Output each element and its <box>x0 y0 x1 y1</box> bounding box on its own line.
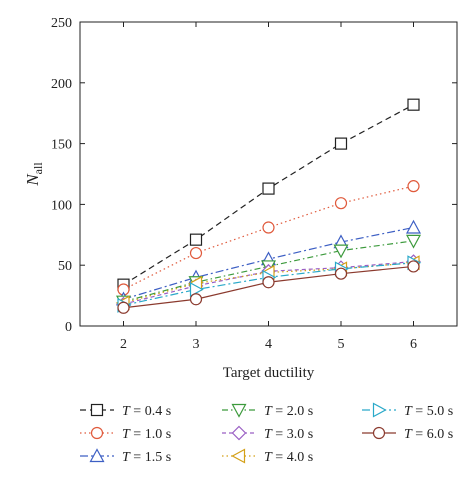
data-point <box>334 197 348 210</box>
data-point <box>333 244 349 259</box>
data-point <box>405 234 422 249</box>
legend-label: T = 3.0 s <box>264 427 313 442</box>
legend-marker <box>231 448 246 464</box>
y-axis-label-sub: all <box>31 162 45 175</box>
data-point <box>334 267 348 280</box>
legend: T = 0.4 s T = 1.0 s T = 1.5 s T = 2.0 s T = … <box>80 402 453 465</box>
legend-entry: T = 3.0 s <box>222 425 313 442</box>
legend-entry: T = 1.0 s <box>80 426 171 442</box>
data-point <box>407 260 420 273</box>
legend-marker <box>231 403 247 418</box>
legend-entry: T = 1.5 s <box>80 448 171 465</box>
y-tick-label: 50 <box>58 259 72 274</box>
data-point <box>405 219 422 234</box>
data-point <box>407 180 420 193</box>
legend-label: T = 1.5 s <box>122 450 171 465</box>
legend-marker <box>372 402 387 418</box>
series-7 <box>117 260 420 314</box>
y-axis-label: Nall <box>23 162 45 187</box>
data-point <box>407 98 420 111</box>
legend-entry: T = 5.0 s <box>362 402 453 419</box>
data-point <box>262 276 275 289</box>
y-axis-label-main: N <box>23 173 42 187</box>
data-point <box>189 293 203 306</box>
legend-marker <box>90 403 104 417</box>
data-point <box>262 221 275 234</box>
data-point <box>334 137 348 150</box>
legend-label: T = 5.0 s <box>404 404 453 419</box>
legend-marker <box>90 426 104 440</box>
legend-entry: T = 0.4 s <box>80 403 171 419</box>
legend-label: T = 6.0 s <box>404 427 453 442</box>
legend-entry: T = 2.0 s <box>222 403 313 419</box>
data-point <box>189 233 203 246</box>
y-tick-label: 250 <box>51 16 72 31</box>
axes: 0 50 100 150 200 250 2 3 4 5 6 Target ductility Nall <box>23 16 458 381</box>
legend-label: T = 0.4 s <box>122 404 171 419</box>
x-tick-label: 2 <box>120 337 127 352</box>
series-layer <box>115 98 422 314</box>
x-tick-label: 6 <box>410 337 417 352</box>
legend-marker <box>231 425 247 441</box>
x-tick-label: 5 <box>338 337 345 352</box>
legend-label: T = 4.0 s <box>264 450 313 465</box>
x-tick-label: 3 <box>193 337 200 352</box>
legend-marker <box>89 448 105 463</box>
data-point <box>189 246 203 260</box>
y-tick-label: 150 <box>51 138 72 153</box>
x-axis-label: Target ductility <box>223 365 315 381</box>
y-tick-label: 200 <box>51 77 72 92</box>
data-point <box>262 182 275 195</box>
x-tick-label: 4 <box>265 337 272 352</box>
legend-label: T = 2.0 s <box>264 404 313 419</box>
legend-entry: T = 4.0 s <box>222 448 313 465</box>
legend-label: T = 1.0 s <box>122 427 171 442</box>
y-tick-label: 0 <box>65 320 72 335</box>
data-point <box>189 282 204 298</box>
series-line <box>123 262 414 304</box>
y-tick-label: 100 <box>51 198 72 213</box>
legend-marker <box>372 426 386 440</box>
legend-entry: T = 6.0 s <box>362 426 453 442</box>
series-1 <box>117 180 420 296</box>
data-point <box>117 301 130 314</box>
